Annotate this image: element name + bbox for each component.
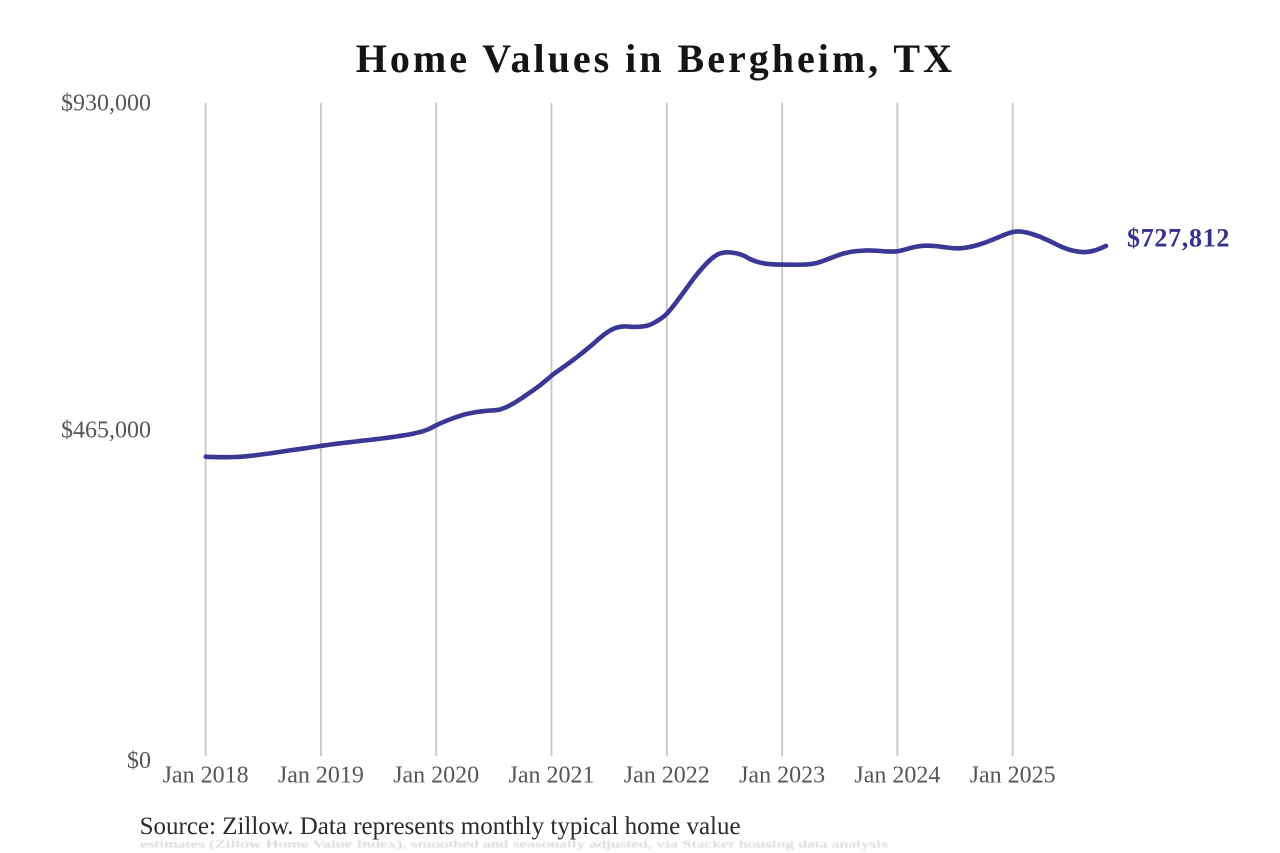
svg-text:Jan 2024: Jan 2024 — [854, 763, 940, 789]
svg-text:Jan 2018: Jan 2018 — [163, 763, 249, 789]
svg-text:estimates (Zillow Home Value I: estimates (Zillow Home Value Index), smo… — [140, 840, 888, 851]
svg-text:Jan 2025: Jan 2025 — [970, 763, 1056, 789]
svg-text:$930,000: $930,000 — [61, 90, 151, 116]
svg-text:Source: Zillow. Data represent: Source: Zillow. Data represents monthly … — [140, 813, 741, 840]
svg-text:Jan 2019: Jan 2019 — [278, 763, 364, 789]
svg-text:$465,000: $465,000 — [61, 418, 151, 444]
svg-text:Jan 2022: Jan 2022 — [624, 763, 710, 789]
svg-text:Home Values in Bergheim, TX: Home Values in Bergheim, TX — [356, 36, 955, 81]
svg-text:$727,812: $727,812 — [1127, 224, 1230, 253]
svg-text:Jan 2020: Jan 2020 — [393, 763, 479, 789]
svg-text:$0: $0 — [127, 748, 151, 774]
svg-text:Jan 2023: Jan 2023 — [739, 763, 825, 789]
svg-text:Jan 2021: Jan 2021 — [509, 763, 595, 789]
